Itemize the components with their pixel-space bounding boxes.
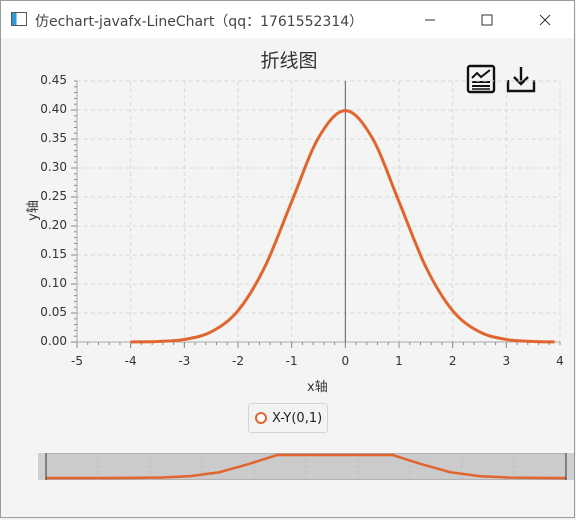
minimize-button[interactable] [407, 1, 453, 38]
legend-symbol-icon [255, 412, 267, 424]
maximize-button[interactable] [464, 1, 510, 38]
x-tick-label: 3 [502, 354, 511, 368]
y-tick-label: 0.00 [40, 334, 67, 348]
x-tick-label: 2 [448, 354, 457, 368]
minimize-icon [425, 19, 435, 20]
chart-title: 折线图 [260, 50, 318, 72]
close-icon [539, 14, 551, 25]
y-tick-label: 0.45 [40, 73, 67, 87]
y-tick-label: 0.25 [40, 189, 67, 203]
app-window-icon [11, 12, 27, 26]
y-tick-label: 0.15 [40, 247, 67, 261]
maximize-icon [481, 14, 493, 25]
slider-series-line [46, 453, 567, 480]
y-tick-label: 0.35 [40, 131, 67, 145]
x-tick-label: 0 [341, 354, 350, 368]
y-tick-label: 0.05 [40, 305, 67, 319]
x-tick-label: -4 [124, 354, 137, 368]
window-title: 仿echart-javafx-LineChart（qq：1761552314） [35, 14, 364, 30]
x-tick-label: 4 [556, 354, 564, 368]
x-axis-title: x轴 [307, 380, 328, 395]
y-tick-label: 0.10 [40, 276, 67, 290]
y-tick-label: 0.40 [40, 102, 67, 116]
legend-label: X-Y(0,1) [272, 410, 323, 426]
x-tick-label: -3 [178, 354, 191, 368]
close-button[interactable] [522, 1, 568, 38]
title-bar[interactable]: 仿echart-javafx-LineChart（qq：1761552314） [1, 1, 574, 38]
legend-item[interactable]: X-Y(0,1) [248, 403, 328, 433]
x-tick-label: -1 [285, 354, 298, 368]
x-tick-label: -5 [71, 354, 83, 368]
x-tick-label: -2 [232, 354, 244, 368]
y-tick-label: 0.20 [40, 218, 67, 232]
range-slider[interactable] [38, 453, 574, 480]
series-line [130, 109, 555, 344]
data-view-icon[interactable] [465, 63, 497, 95]
y-tick-label: 0.30 [40, 160, 67, 174]
x-tick-label: 1 [395, 354, 403, 368]
